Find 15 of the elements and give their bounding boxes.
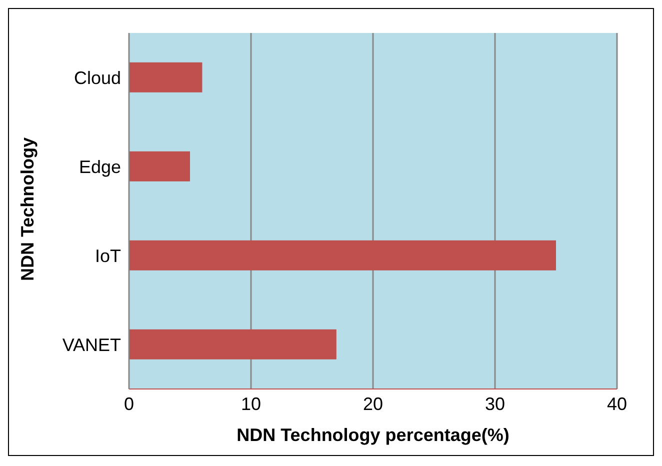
x-tick-label: 0 (124, 394, 134, 414)
bar (129, 240, 556, 270)
x-tick-label: 40 (606, 394, 628, 414)
x-tick-label: 10 (240, 394, 262, 414)
y-tick-label: VANET (62, 334, 121, 355)
y-tick-label: IoT (94, 246, 121, 266)
bar (129, 151, 190, 182)
x-tick-label: 20 (362, 394, 384, 414)
y-tick-label: Edge (78, 156, 121, 177)
y-tick-label: Cloud (74, 68, 121, 88)
x-tick-label: 30 (484, 394, 506, 414)
x-axis-title: NDN Technology percentage(%) (236, 425, 510, 445)
y-axis-title: NDN Technology (17, 137, 38, 281)
bar (129, 329, 336, 360)
bar (129, 62, 202, 92)
